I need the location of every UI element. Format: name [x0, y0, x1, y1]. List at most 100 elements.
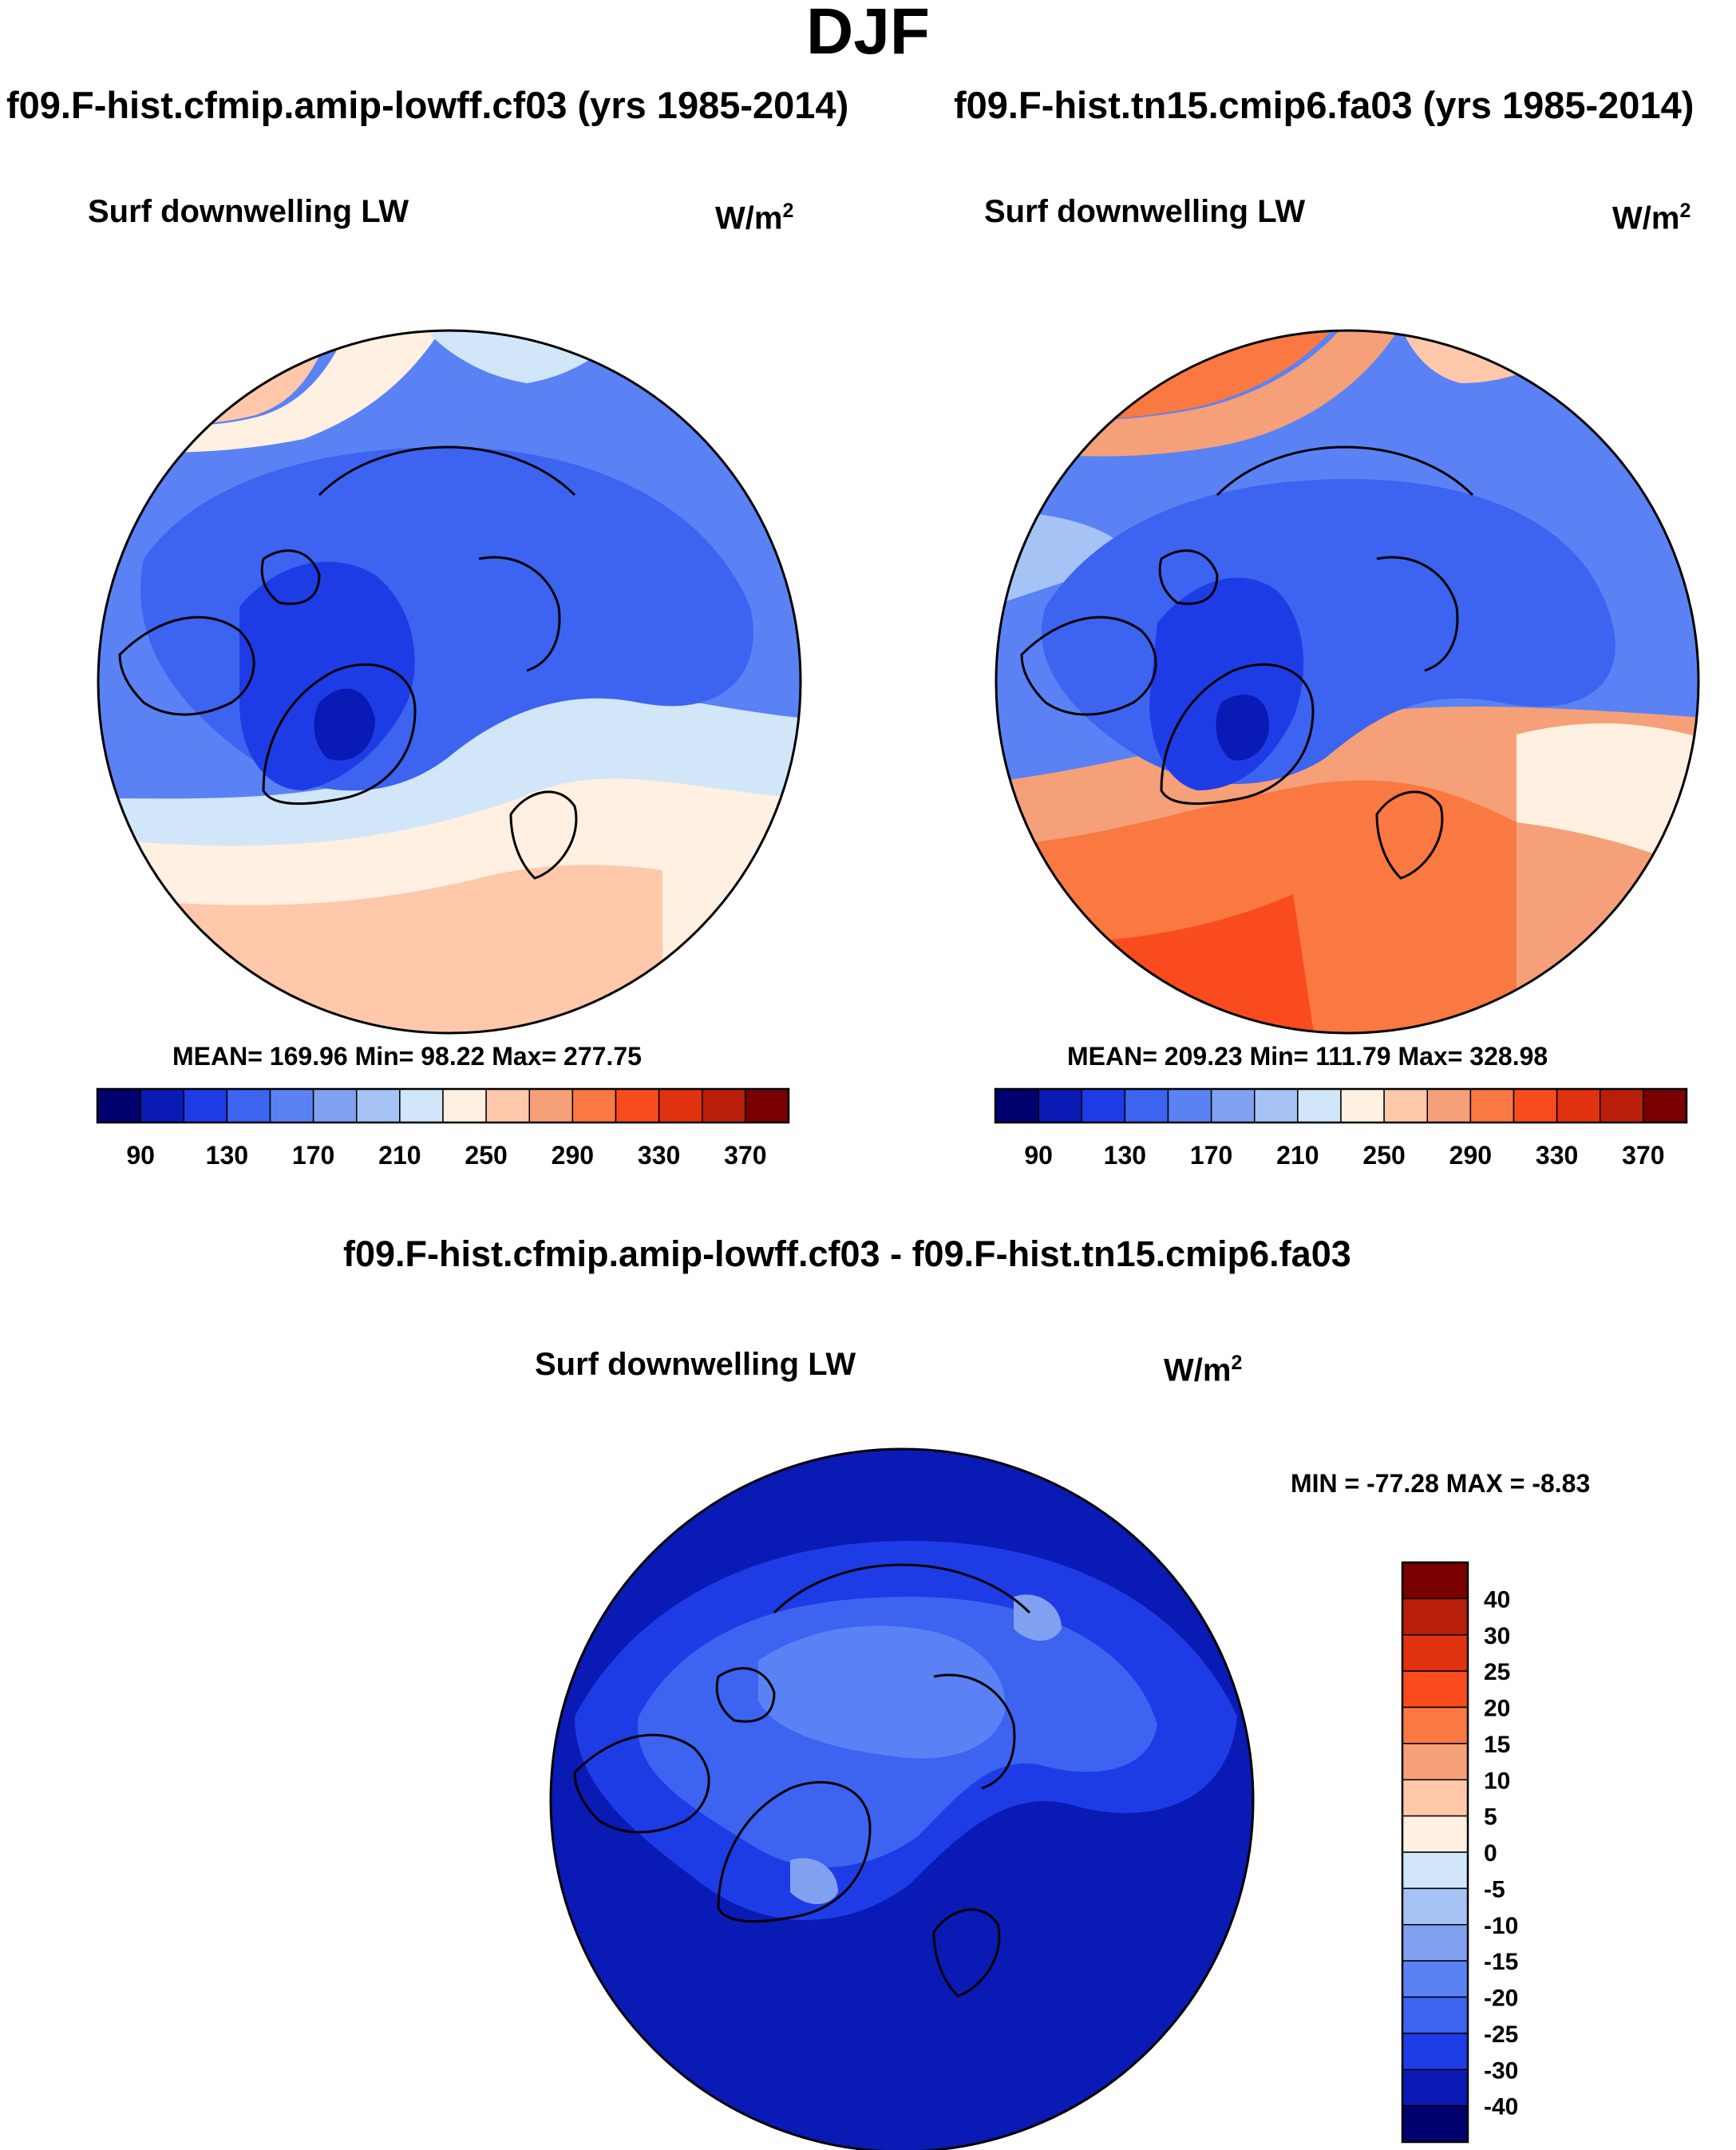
diff-colorbar-tick-label: -20	[1484, 1986, 1518, 2012]
diff-colorbar-tick-label: -30	[1484, 2057, 1518, 2084]
right-colorbar-tick-label: 210	[1276, 1141, 1319, 1170]
left-colorbar-box	[615, 1088, 660, 1123]
left-map-coldest	[314, 688, 375, 761]
diff-colorbar-box	[1402, 1562, 1469, 1600]
right-colorbar-box	[1600, 1088, 1644, 1123]
right-colorbar-box	[1210, 1088, 1256, 1123]
right-colorbar-frame	[994, 1087, 1688, 1124]
left-units-label: W/m2	[715, 200, 793, 236]
left-colorbar-tick-label: 370	[724, 1141, 766, 1170]
right-colorbar-box	[1426, 1088, 1472, 1123]
diff-colorbar-box	[1402, 1779, 1469, 1817]
diff-colorbar-tick-label: 5	[1484, 1804, 1497, 1831]
left-stats: MEAN= 169.96 Min= 98.22 Max= 277.75	[172, 1042, 642, 1071]
diff-colorbar-box	[1402, 1706, 1469, 1744]
diff-colorbar-tick-label: 25	[1484, 1659, 1510, 1685]
left-map-border	[97, 329, 802, 1035]
diff-colorbar-tick-label: 15	[1484, 1732, 1510, 1758]
diff-map-core	[758, 1625, 1006, 1759]
left-map-npac-pale	[98, 331, 447, 453]
diff-units-label: W/m2	[1164, 1352, 1242, 1388]
right-colorbar-tick-label: 290	[1449, 1141, 1492, 1170]
diff-colorbar-box	[1402, 1670, 1469, 1709]
diff-map	[551, 1449, 1253, 2150]
right-map-border	[995, 329, 1700, 1035]
left-colorbar-tick-label: 130	[206, 1141, 248, 1170]
right-colorbar-box	[1383, 1088, 1428, 1123]
right-colorbar-box	[1556, 1088, 1601, 1123]
diff-colorbar-tick-label: -10	[1484, 1913, 1518, 1939]
diff-colorbar-box	[1402, 1815, 1469, 1853]
right-colorbar-box	[1254, 1088, 1299, 1123]
left-map-coastlines	[118, 445, 578, 880]
left-colorbar-tick-label: 170	[292, 1141, 334, 1170]
right-colorbar-tick-label: 370	[1622, 1141, 1664, 1170]
right-colorbar-box	[1124, 1088, 1169, 1123]
right-stats: MEAN= 209.23 Min= 111.79 Max= 328.98	[1067, 1042, 1548, 1071]
right-colorbar-box	[1513, 1088, 1558, 1123]
left-colorbar-tick-label: 210	[378, 1141, 421, 1170]
right-colorbar-box	[1167, 1088, 1212, 1123]
left-colorbar-box	[183, 1088, 228, 1123]
left-colorbar-tick-label: 250	[465, 1141, 507, 1170]
diff-colorbar-tick-label: -15	[1484, 1949, 1518, 1975]
left-colorbar-box	[702, 1088, 746, 1123]
diff-colorbar-tick-label: -5	[1484, 1876, 1505, 1903]
diff-colorbar-tick-label: 10	[1484, 1768, 1510, 1794]
right-units-label: W/m2	[1612, 200, 1691, 236]
diff-colorbar-box	[1402, 2069, 1469, 2107]
right-colorbar-box	[1469, 1088, 1515, 1123]
left-units-base: W/m	[715, 200, 783, 236]
left-colorbar-box	[442, 1088, 487, 1123]
right-colorbar-tick-label: 170	[1190, 1141, 1232, 1170]
right-colorbar-tick-label: 90	[1024, 1141, 1053, 1170]
right-colorbar-box	[1038, 1088, 1082, 1123]
diff-colorbar-box	[1402, 1887, 1469, 1926]
left-colorbar-box	[140, 1088, 184, 1123]
diff-colorbar-tick-label: 20	[1484, 1696, 1510, 1722]
left-colorbar-box	[745, 1088, 789, 1123]
right-colorbar-tick-label: 250	[1362, 1141, 1405, 1170]
right-case-title: f09.F-hist.tn15.cmip6.fa03 (yrs 1985-201…	[954, 84, 1694, 126]
diff-colorbar-box	[1402, 1996, 1469, 2034]
left-case-title: f09.F-hist.cfmip.amip-lowff.cf03 (yrs 19…	[6, 84, 849, 126]
right-map-coastlines	[1020, 445, 1474, 880]
diff-map-coastlines	[573, 1563, 1031, 1998]
left-colorbar-box	[658, 1088, 703, 1123]
diff-colorbar-box	[1402, 1851, 1469, 1890]
left-colorbar-box	[269, 1088, 314, 1123]
right-map-coldest	[1216, 695, 1269, 761]
right-colorbar-tick-label: 130	[1104, 1141, 1146, 1170]
left-colorbar-tick-label: 330	[638, 1141, 680, 1170]
diff-colorbar-tick-label: -40	[1484, 2094, 1518, 2120]
left-colorbar-box	[571, 1088, 617, 1123]
diff-colorbar: 40 30 25 20 15 10 5 0 -5 -10 -15 -20 -25 -30 -40	[1401, 1561, 1518, 2144]
left-colorbar: 90 130 170 210 250 290 330 370	[96, 1087, 790, 1170]
right-colorbar-box	[1643, 1088, 1687, 1123]
right-variable-label: Surf downwelling LW	[984, 194, 1306, 229]
diff-map-border	[549, 1447, 1255, 2150]
diff-variable-label: Surf downwelling LW	[535, 1347, 856, 1382]
left-colorbar-box	[226, 1088, 271, 1123]
left-units-exp: 2	[782, 200, 794, 222]
diff-units-base: W/m	[1164, 1352, 1232, 1388]
left-colorbar-tick-label: 90	[126, 1141, 155, 1170]
right-colorbar-box	[1297, 1088, 1342, 1123]
diff-colorbar-box	[1402, 1634, 1469, 1672]
left-colorbar-box	[356, 1088, 401, 1123]
diff-stats: MIN = -77.28 MAX = -8.83	[1291, 1469, 1591, 1498]
left-colorbar-box	[312, 1088, 358, 1123]
left-colorbar-box	[528, 1088, 574, 1123]
left-colorbar-box	[97, 1088, 141, 1123]
diff-map-light-spot2	[790, 1858, 838, 1904]
right-units-exp: 2	[1679, 200, 1691, 222]
diff-colorbar-box	[1402, 1960, 1469, 1998]
diff-colorbar-tick-label: 30	[1484, 1623, 1510, 1649]
diff-colorbar-box	[1402, 1743, 1469, 1780]
left-colorbar-box	[399, 1088, 444, 1123]
figure-title: DJF	[806, 0, 930, 68]
left-variable-label: Surf downwelling LW	[88, 194, 409, 229]
diff-colorbar-box	[1402, 2104, 1469, 2143]
diff-colorbar-box	[1402, 1924, 1469, 1962]
